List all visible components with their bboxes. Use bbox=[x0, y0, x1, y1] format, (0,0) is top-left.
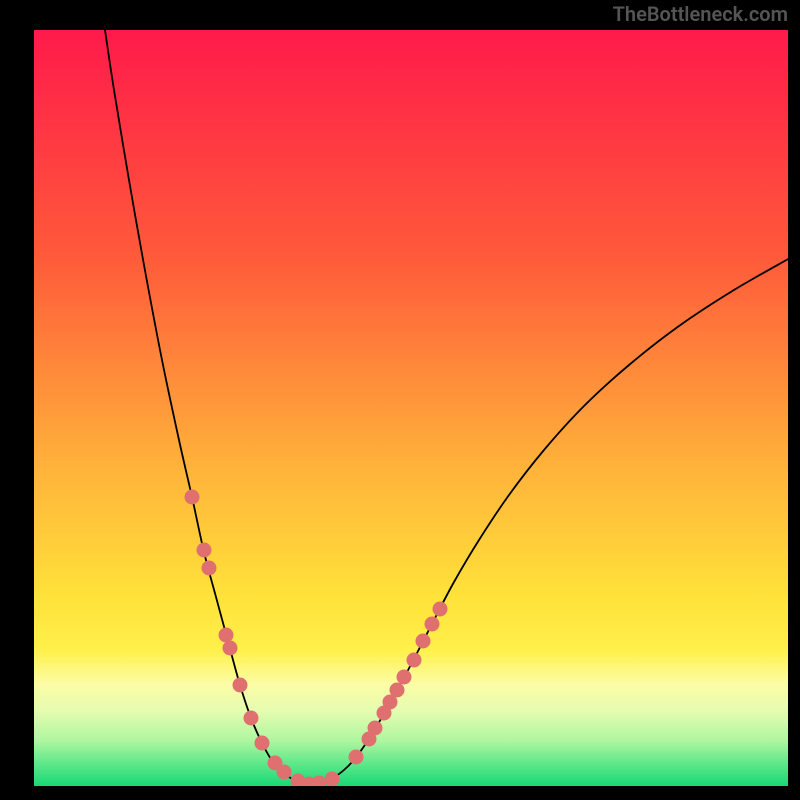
data-point bbox=[425, 617, 440, 632]
data-point bbox=[277, 765, 292, 780]
data-point bbox=[397, 670, 412, 685]
data-point bbox=[407, 653, 422, 668]
data-point bbox=[349, 750, 364, 765]
data-point bbox=[202, 561, 217, 576]
data-point bbox=[185, 490, 200, 505]
data-point bbox=[223, 641, 238, 656]
data-point bbox=[197, 543, 212, 558]
watermark-text: TheBottleneck.com bbox=[613, 2, 788, 26]
data-point bbox=[255, 736, 270, 751]
bottleneck-curve bbox=[105, 30, 788, 784]
plot-area bbox=[34, 30, 788, 786]
data-point bbox=[368, 721, 383, 736]
chart-root: TheBottleneck.com bbox=[0, 0, 800, 800]
data-point bbox=[433, 602, 448, 617]
data-point bbox=[233, 678, 248, 693]
data-point bbox=[416, 634, 431, 649]
data-point bbox=[219, 628, 234, 643]
chart-svg bbox=[34, 30, 788, 786]
data-point bbox=[244, 711, 259, 726]
data-point bbox=[312, 776, 327, 787]
data-point bbox=[390, 683, 405, 698]
data-point bbox=[325, 772, 340, 787]
